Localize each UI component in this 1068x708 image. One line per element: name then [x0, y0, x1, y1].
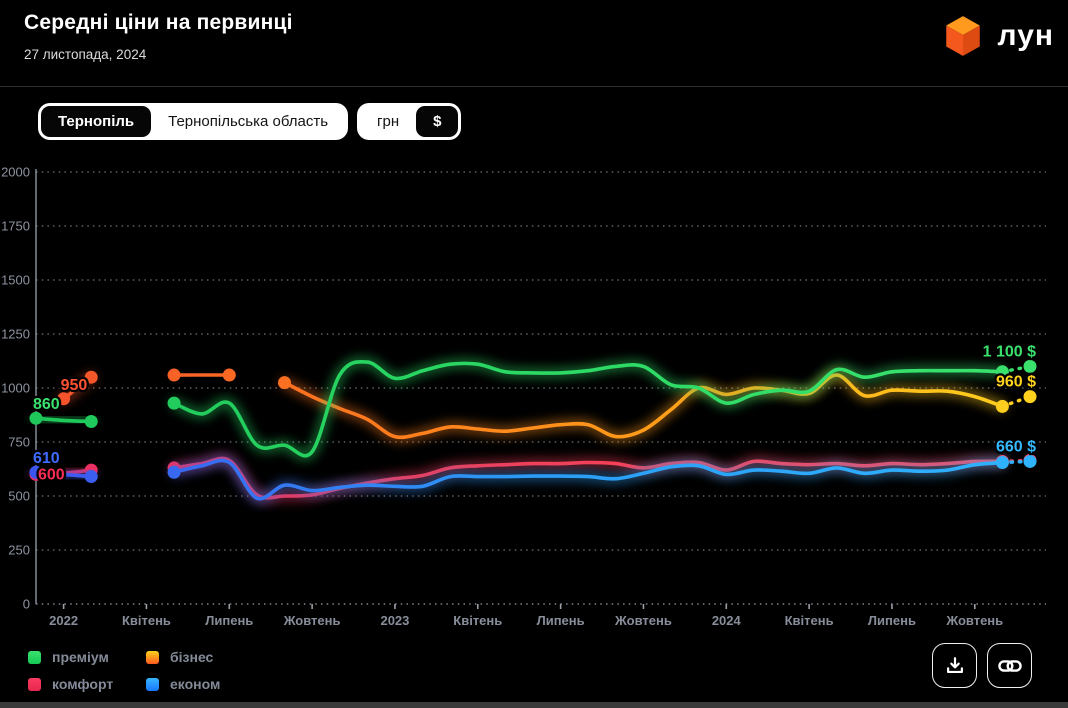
series-business-dot [167, 368, 181, 382]
legend-label: економ [170, 676, 221, 692]
svg-text:500: 500 [8, 489, 30, 504]
chart-legend: преміум бізнес комфорт економ [28, 649, 220, 692]
svg-text:0: 0 [23, 597, 30, 612]
svg-text:Липень: Липень [205, 613, 253, 628]
comfort-swatch-icon [28, 677, 41, 691]
premium-end-label: 1 100 $ [983, 343, 1036, 360]
premium-start-label: 860 [33, 396, 60, 413]
svg-text:2024: 2024 [712, 613, 742, 628]
legend-label: бізнес [170, 649, 214, 665]
econom-start-label: 610 [33, 450, 60, 467]
region-toggle: Тернопіль Тернопільська область [38, 103, 349, 140]
price-chart: 0 250 500 750 1000 1250 1500 1750 2000 2022 Квітен… [1, 165, 1046, 628]
svg-text:Липень: Липень [537, 613, 585, 628]
series-business-dot [57, 392, 71, 406]
svg-text:1000: 1000 [1, 381, 30, 396]
svg-text:1500: 1500 [1, 273, 30, 288]
legend-label: преміум [52, 649, 109, 665]
legend-item-econom[interactable]: економ [146, 676, 220, 692]
series-business-dot [278, 376, 291, 390]
series-business-dot [995, 399, 1009, 413]
svg-text:Квітень: Квітень [785, 613, 834, 628]
header-divider [0, 86, 1068, 87]
download-icon [946, 656, 963, 673]
series-econom-dot [29, 465, 43, 479]
legend-label: комфорт [52, 676, 114, 692]
series-business-line [282, 373, 1005, 440]
copy-link-button[interactable] [987, 643, 1032, 688]
series-econom-dot [1023, 454, 1037, 468]
page-date: 27 листопада, 2024 [24, 47, 147, 62]
econom-swatch-icon [146, 677, 159, 691]
series-business-dot [84, 370, 98, 384]
svg-text:Квітень: Квітень [453, 613, 502, 628]
svg-text:Липень: Липень [868, 613, 916, 628]
svg-text:Жовтень: Жовтень [945, 613, 1003, 628]
business-start-label: 950 [61, 377, 88, 394]
svg-text:1750: 1750 [1, 219, 30, 234]
series-econom-dot [84, 470, 98, 484]
premium-swatch-icon [28, 650, 41, 664]
series-premium-dot [1023, 359, 1037, 373]
comfort-start-label: 600 [38, 466, 65, 483]
currency-toggle: грн $ [357, 103, 462, 140]
link-icon [997, 659, 1022, 672]
series-business-dot [1023, 390, 1037, 404]
series-premium-dot [167, 396, 181, 410]
series-business-glow [280, 370, 1007, 442]
series-premium-line [172, 359, 1005, 458]
page-title: Середні ціни на первинці [24, 11, 293, 34]
econom-end-label: 660 $ [996, 438, 1036, 455]
svg-text:Жовтень: Жовтень [283, 613, 341, 628]
region-option-oblast[interactable]: Тернопільська область [168, 113, 329, 130]
svg-text:Квітень: Квітень [122, 613, 171, 628]
series-business-dot [222, 368, 236, 382]
legend-item-comfort[interactable]: комфорт [28, 676, 146, 692]
series-econom-line [172, 458, 1005, 501]
series-premium-dot [995, 365, 1009, 379]
currency-option-usd[interactable]: $ [416, 106, 459, 137]
series-premium-dot [84, 414, 98, 428]
legend-item-business[interactable]: бізнес [146, 649, 220, 665]
svg-text:2023: 2023 [380, 613, 409, 628]
lun-logo: лун [942, 14, 1054, 58]
svg-text:250: 250 [8, 543, 30, 558]
svg-text:750: 750 [8, 435, 30, 450]
window-edge [0, 702, 1068, 708]
svg-text:Жовтень: Жовтень [614, 613, 672, 628]
download-button[interactable] [932, 643, 977, 688]
series-premium-dot [29, 411, 43, 425]
legend-item-premium[interactable]: преміум [28, 649, 146, 665]
business-end-label: 960 $ [996, 374, 1036, 391]
lun-cube-icon [945, 16, 980, 56]
series-econom-dot [167, 465, 181, 479]
svg-text:2000: 2000 [1, 165, 30, 180]
svg-text:2022: 2022 [49, 613, 78, 628]
region-option-city[interactable]: Тернопіль [41, 106, 152, 137]
svg-text:1250: 1250 [1, 327, 30, 342]
business-swatch-icon [146, 650, 159, 664]
lun-logo-text: лун [997, 19, 1054, 52]
series-econom-dot [995, 456, 1009, 470]
currency-option-uah[interactable]: грн [377, 113, 400, 130]
